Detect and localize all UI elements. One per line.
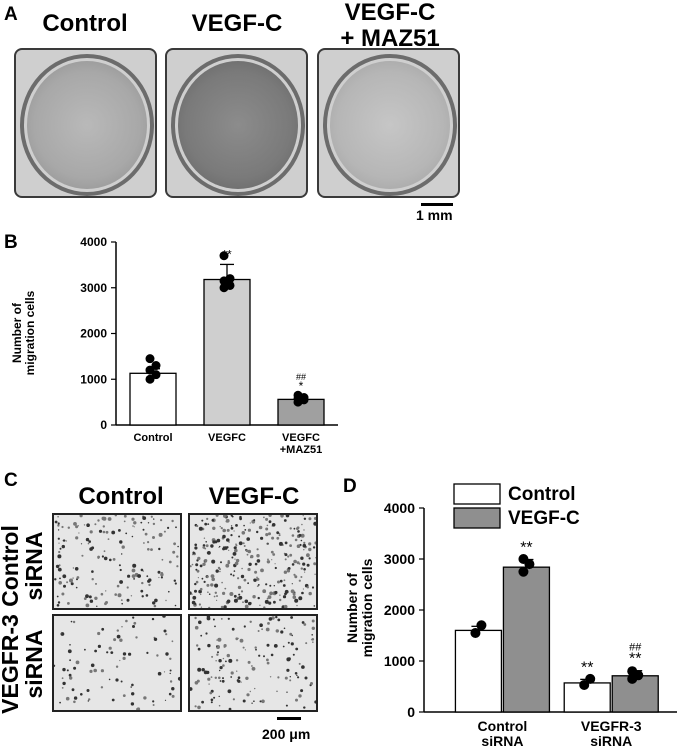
bar-b-1 xyxy=(203,278,251,426)
point-b-0-3 xyxy=(151,361,161,371)
point-b-1-4 xyxy=(219,251,229,261)
header-c-vegfc: VEGF-C xyxy=(208,483,300,510)
x-tick-label-b-0: Control xyxy=(133,432,172,444)
row-label-vegfr3-sirna: VEGFR-3 siRNA xyxy=(0,614,47,714)
scale-bar-a xyxy=(421,203,453,206)
y-tick-label-d-3: 3000 xyxy=(384,551,415,567)
header-vegfc: VEGF-C xyxy=(191,10,283,37)
panel-letter-b: B xyxy=(4,232,18,253)
panel-letter-c: C xyxy=(4,470,18,491)
legend-label-d-1: VEGF-C xyxy=(508,508,580,529)
y-tick-label-b-4: 4000 xyxy=(80,235,107,249)
point-b-0-4 xyxy=(145,354,155,364)
dish-image-vegfc xyxy=(165,48,308,198)
x-tick-label-b-1: VEGFC xyxy=(208,432,246,444)
bar-d-0-0 xyxy=(454,629,503,713)
micrograph-vegfr3-sirna-vegfc xyxy=(188,614,318,712)
legend-swatch-d-0 xyxy=(453,483,501,505)
header-c-control: Control xyxy=(78,483,164,510)
point-b-2-4 xyxy=(293,390,303,400)
significance-d-1-1-0: ## xyxy=(629,642,642,654)
significance-d-1-1-1: ** xyxy=(629,651,641,668)
y-tick-label-d-1: 1000 xyxy=(384,653,415,669)
header-control: Control xyxy=(42,10,128,37)
point-b-1-3 xyxy=(225,274,235,284)
y-tick-label-d-4: 4000 xyxy=(384,500,415,516)
y-axis-label-b: Number ofmigration cells xyxy=(10,290,37,375)
point-d-1-0-0 xyxy=(579,679,590,690)
legend-swatch-d-1 xyxy=(453,507,501,529)
chart-d: 0 1000 2000 3000 4000 Number ofmigration cell… xyxy=(344,483,677,749)
bar-d-0-1 xyxy=(502,566,551,713)
scale-label-a: 1 mm xyxy=(416,207,453,223)
scale-label-c: 200 μm xyxy=(262,726,311,742)
significance-b-1-0: ** xyxy=(222,247,232,261)
point-d-0-1-2 xyxy=(518,554,529,564)
y-tick-label-b-2: 2000 xyxy=(80,327,107,341)
y-tick-label-b-3: 3000 xyxy=(80,281,107,295)
y-tick-label-b-1: 1000 xyxy=(80,372,107,386)
point-d-0-0-1 xyxy=(476,620,487,631)
header-vegfc-maz51: VEGF-C + MAZ51 xyxy=(340,0,440,52)
significance-d-0-1-0: ** xyxy=(520,540,532,557)
y-axis-label-d: Number ofmigration cells xyxy=(344,558,375,657)
y-tick-label-b-0: 0 xyxy=(100,418,107,432)
micrograph-control-sirna-control xyxy=(52,513,182,610)
point-d-0-1-0 xyxy=(518,566,529,577)
dish-image-control xyxy=(14,48,157,198)
significance-b-2-0: ## xyxy=(296,372,306,382)
micrograph-vegfr3-sirna-control xyxy=(52,614,182,712)
panel-letter-a: A xyxy=(4,4,18,25)
point-d-0-0-0 xyxy=(470,627,481,638)
y-tick-label-d-0: 0 xyxy=(407,704,415,720)
y-tick-label-d-2: 2000 xyxy=(384,602,415,618)
point-d-1-1-2 xyxy=(627,666,638,677)
micrograph-control-sirna-vegfc xyxy=(188,513,318,610)
x-tick-label-d-0: Control siRNA xyxy=(478,718,528,749)
significance-b-2-1: * xyxy=(299,379,304,393)
legend-label-d-0: Control xyxy=(508,484,576,505)
x-tick-label-d-1: VEGFR-3 siRNA xyxy=(581,718,642,749)
row-label-control-sirna: Control siRNA xyxy=(0,525,47,607)
point-d-1-0-1 xyxy=(585,673,596,684)
chart-b: 0 1000 2000 3000 4000 Number ofmigration cell… xyxy=(10,235,338,456)
x-tick-label-b-2: VEGFC +MAZ51 xyxy=(280,432,323,456)
scale-bar-c xyxy=(277,717,301,720)
significance-d-1-0-0: ** xyxy=(581,659,593,676)
panel-letter-d: D xyxy=(343,476,357,497)
dish-image-vegfc-maz51 xyxy=(317,48,460,198)
